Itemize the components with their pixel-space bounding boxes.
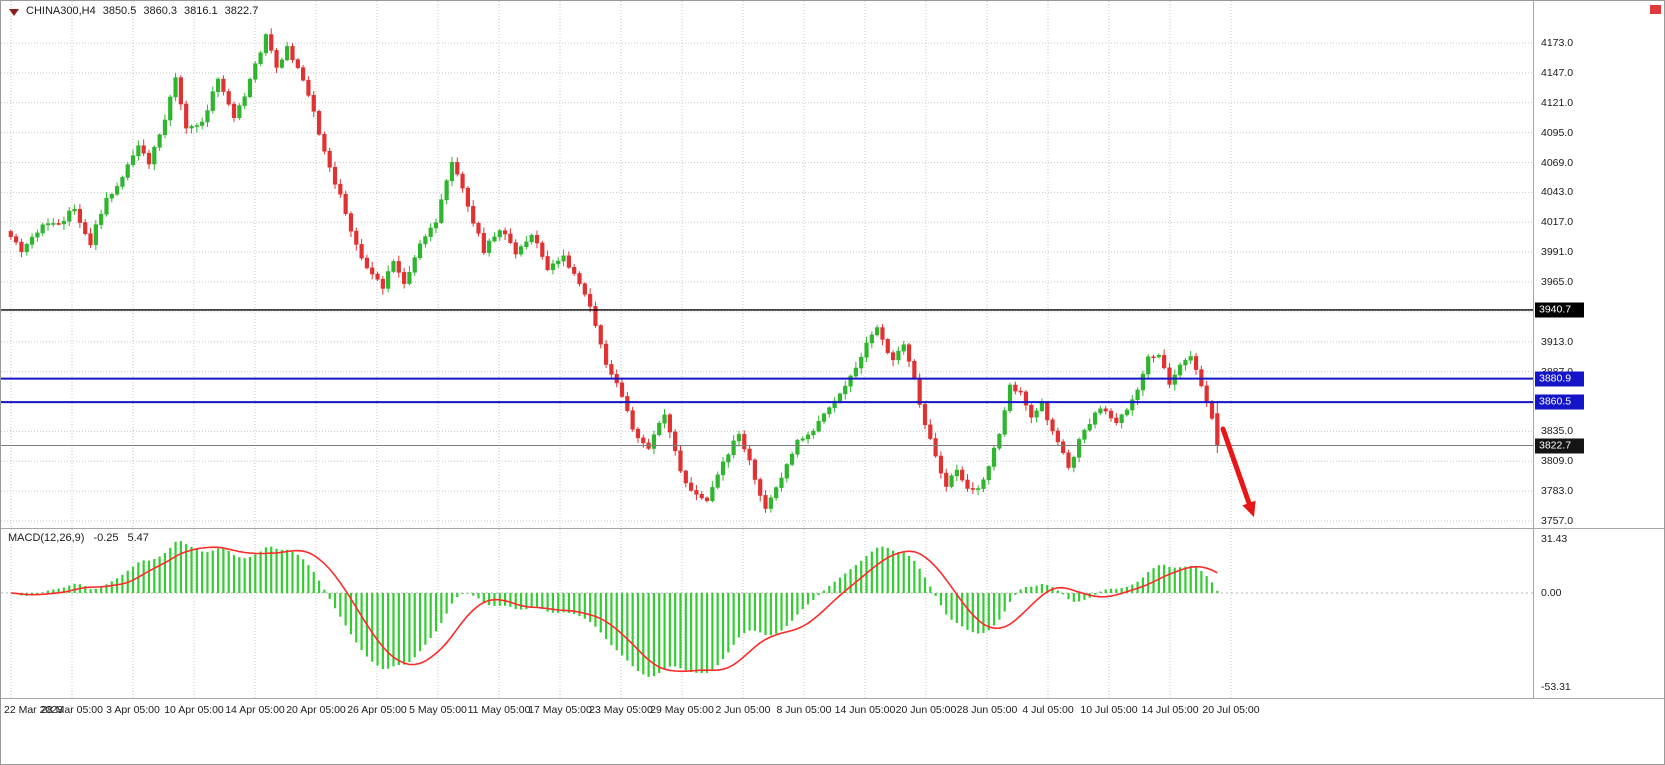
price-axis-label: 4147.0 bbox=[1541, 66, 1574, 79]
candlestick-series bbox=[8, 28, 1220, 513]
price-axis-label: 3835.0 bbox=[1541, 425, 1574, 438]
time-axis-label: 4 Jul 05:00 bbox=[1022, 704, 1074, 716]
price-axis-label: 4121.0 bbox=[1541, 96, 1574, 109]
top-right-marker bbox=[1650, 5, 1661, 14]
time-axis-label: 14 Jun 05:00 bbox=[834, 704, 896, 716]
time-axis-label: 3 Apr 05:00 bbox=[106, 704, 160, 716]
time-axis-label: 10 Apr 05:00 bbox=[164, 704, 224, 716]
time-scale[interactable]: 22 Mar 2023 28 Mar 05:00 3 Apr 05:00 10 Apr… bbox=[1, 698, 1664, 726]
price-scale[interactable]: 4173.0 4147.0 4121.0 4095.0 4069.0 4043.0 4017… bbox=[1534, 1, 1664, 698]
time-axis-label: 29 May 05:00 bbox=[650, 704, 714, 716]
chevron-down-icon bbox=[9, 9, 19, 16]
time-axis-label: 2 Jun 05:00 bbox=[715, 704, 771, 716]
time-axis-label: 20 Jun 05:00 bbox=[895, 704, 957, 716]
price-marker-3880.9: 3880.9 bbox=[1535, 371, 1584, 387]
time-axis-label: 23 May 05:00 bbox=[589, 704, 653, 716]
time-axis-label: 11 May 05:00 bbox=[467, 704, 531, 716]
grid bbox=[1, 1, 1533, 698]
macd-histogram bbox=[15, 541, 1219, 677]
price-axis-label: 3757.0 bbox=[1541, 515, 1574, 527]
price-axis-label: 3783.0 bbox=[1541, 485, 1574, 498]
time-axis-label: 28 Mar 05:00 bbox=[41, 704, 103, 716]
chart-ohlc-readout: CHINA300,H4 3850.5 3860.3 3816.1 3822.7 bbox=[26, 5, 258, 17]
time-axis-label: 17 May 05:00 bbox=[528, 704, 592, 716]
trend-arrow-annotation[interactable] bbox=[1220, 426, 1256, 518]
trend-arrow-shaft[interactable] bbox=[1220, 426, 1252, 506]
macd-name: MACD(12,26,9) bbox=[8, 532, 85, 544]
ohlc-low: 3816.1 bbox=[184, 5, 218, 17]
trend-arrow-head bbox=[1242, 500, 1256, 518]
price-axis-label: 3913.0 bbox=[1541, 335, 1574, 348]
price-marker-3860.5: 3860.5 bbox=[1535, 394, 1584, 410]
ohlc-high: 3860.3 bbox=[143, 5, 178, 17]
macd-indicator-label: MACD(12,26,9) -0.25 5.47 bbox=[8, 532, 149, 544]
one-click-trading-toggle[interactable] bbox=[6, 5, 22, 18]
price-axis-label: 3991.0 bbox=[1541, 246, 1574, 259]
key-level-lines[interactable] bbox=[1, 309, 1533, 404]
time-axis-label: 22 Mar 2023 bbox=[4, 704, 63, 716]
price-axis-label: 3965.0 bbox=[1541, 276, 1574, 288]
time-axis-label: 10 Jul 05:00 bbox=[1080, 704, 1138, 716]
price-axis-label: 4173.0 bbox=[1541, 37, 1574, 49]
ohlc-open: 3850.5 bbox=[102, 5, 137, 17]
macd-scale[interactable]: 31.43 0.00 -53.31 bbox=[1534, 528, 1664, 698]
macd-scale-min: -53.31 bbox=[1541, 681, 1571, 693]
macd-signal-line bbox=[10, 546, 1218, 673]
time-axis-label: 8 Jun 05:00 bbox=[776, 704, 832, 716]
ohlc-close: 3822.7 bbox=[224, 5, 259, 17]
price-axis-label: 4069.0 bbox=[1541, 156, 1574, 169]
price-axis-label: 4017.0 bbox=[1541, 216, 1574, 229]
time-axis-label: 14 Jul 05:00 bbox=[1141, 704, 1199, 716]
macd-signal-value: 5.47 bbox=[127, 532, 149, 544]
symbol-timeframe: CHINA300,H4 bbox=[26, 5, 96, 17]
pane-separators bbox=[1, 1, 1664, 699]
macd-main-value: -0.25 bbox=[93, 532, 119, 544]
macd-scale-zero: 0.00 bbox=[1541, 587, 1562, 599]
time-axis-label: 14 Apr 05:00 bbox=[225, 704, 285, 716]
time-axis-label: 20 Jul 05:00 bbox=[1202, 704, 1260, 716]
time-axis-label: 5 May 05:00 bbox=[409, 704, 467, 716]
macd-scale-max: 31.43 bbox=[1541, 533, 1568, 545]
price-axis-label: 4043.0 bbox=[1541, 186, 1574, 199]
time-axis-label: 28 Jun 05:00 bbox=[956, 704, 1018, 716]
price-axis-label: 4095.0 bbox=[1541, 126, 1574, 139]
price-marker-3940.7: 3940.7 bbox=[1535, 302, 1584, 318]
time-axis-label: 20 Apr 05:00 bbox=[286, 704, 346, 716]
time-axis-label: 26 Apr 05:00 bbox=[347, 704, 407, 716]
price-axis-label: 3809.0 bbox=[1541, 455, 1574, 468]
price-marker-3822.7: 3822.7 bbox=[1535, 438, 1584, 453]
